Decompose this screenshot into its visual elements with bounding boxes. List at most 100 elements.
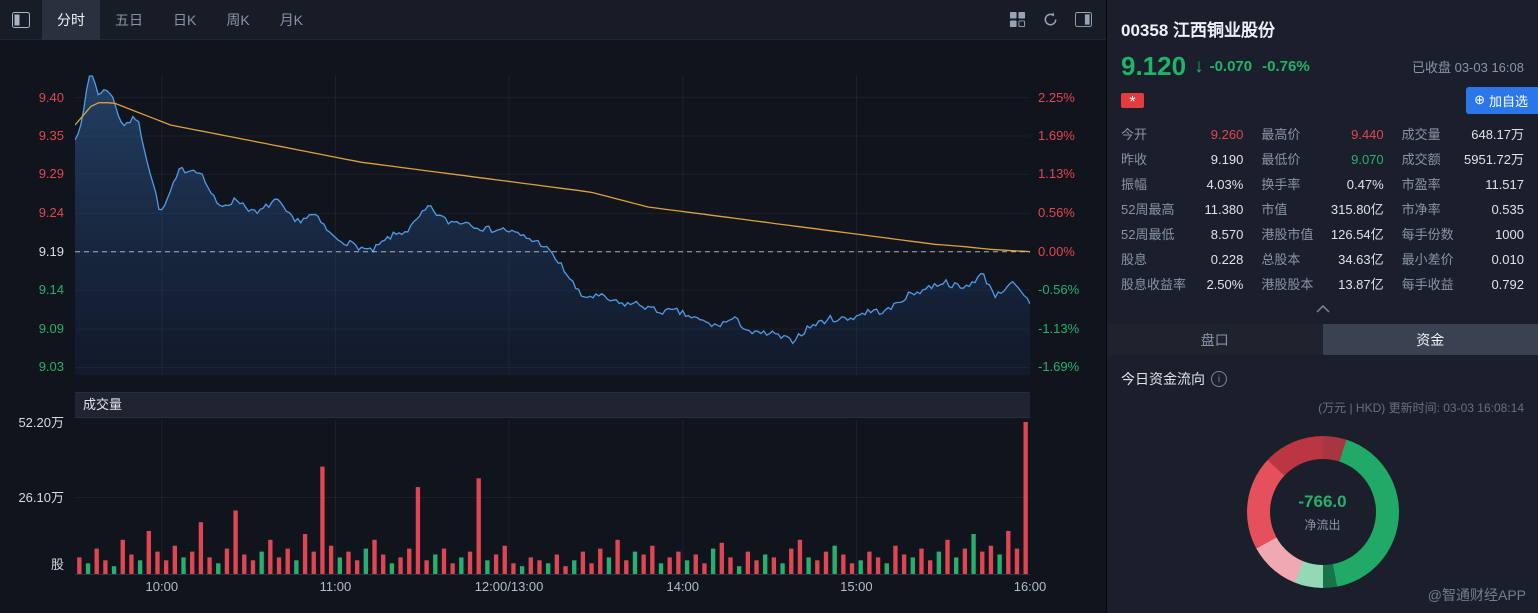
- stat-cell: 今开 9.260: [1121, 122, 1243, 147]
- tab-capital[interactable]: 资金: [1322, 324, 1538, 355]
- stat-label: 每手收益: [1401, 277, 1454, 292]
- quote-subtabs: 盘口 资金: [1107, 324, 1538, 355]
- volume-axis-label: 26.10万: [18, 489, 64, 505]
- stat-cell: 最高价 9.440: [1261, 122, 1383, 147]
- market-status: 已收盘 03-03 16:08: [1411, 60, 1524, 75]
- stat-value: 0.47%: [1346, 177, 1384, 192]
- time-axis-label: 10:00: [145, 579, 179, 594]
- chart-pane: 分时 五日 日K 周K 月K 成交量 9.40 2.25% 9.35 1.69% 9.29 1.1…: [0, 0, 1106, 594]
- stat-cell: 港股市值 126.54亿: [1261, 222, 1383, 247]
- stat-value: 11.380: [1204, 202, 1244, 217]
- stat-label: 今开: [1121, 127, 1148, 142]
- grid-layout-icon[interactable]: [1009, 11, 1026, 28]
- capital-flow-title: 今日资金流向: [1121, 371, 1205, 387]
- price-axis-label: 9.19: [38, 243, 64, 259]
- volume-strip-label: 成交量: [83, 397, 123, 412]
- stat-cell: 最低价 9.070: [1261, 147, 1383, 172]
- stat-value: 9.260: [1210, 127, 1244, 142]
- refresh-icon[interactable]: [1042, 11, 1059, 28]
- time-axis-label: 16:00: [1013, 579, 1047, 594]
- stat-value: 126.54亿: [1330, 227, 1384, 242]
- info-icon[interactable]: i: [1211, 371, 1227, 387]
- stat-value: 8.570: [1210, 227, 1244, 242]
- price-axis-label: 9.40: [38, 89, 64, 105]
- stat-label: 换手率: [1261, 177, 1301, 192]
- panel-toggle-icon[interactable]: [1075, 12, 1092, 27]
- sidebar-toggle-icon[interactable]: [12, 12, 30, 33]
- tab-daily-k[interactable]: 日K: [173, 12, 197, 28]
- stat-cell: 换手率 0.47%: [1261, 172, 1383, 197]
- tab-weekly-k[interactable]: 周K: [226, 12, 250, 28]
- stat-label: 振幅: [1121, 177, 1148, 192]
- stat-value: 9.190: [1210, 152, 1244, 167]
- price-axis-label: 9.24: [38, 205, 64, 221]
- volume-chart[interactable]: [75, 420, 1030, 575]
- price-change: -0.070: [1209, 58, 1253, 75]
- stat-cell: 每手收益 0.792: [1402, 272, 1524, 297]
- quote-pane: 00358 江西铜业股份 9.120 ↓ -0.070 -0.76% 已收盘 0…: [1106, 0, 1538, 613]
- stat-value: 11.517: [1485, 177, 1524, 192]
- stats-grid: 今开 9.260 最高价 9.440 成交量 648.17万昨收 9.190 最低价 9.070…: [1121, 122, 1524, 297]
- watermark: @智通财经APP: [1427, 587, 1526, 603]
- stat-value: 315.80亿: [1330, 202, 1384, 217]
- stat-cell: 市盈率 11.517: [1402, 172, 1524, 197]
- stat-label: 股息收益率: [1121, 277, 1187, 292]
- stat-label: 最低价: [1261, 152, 1301, 167]
- capital-flow-header: 今日资金流向 i: [1121, 369, 1524, 389]
- time-axis-label: 15:00: [840, 579, 873, 594]
- stat-label: 每手份数: [1401, 227, 1454, 242]
- stat-cell: 股息 0.228: [1121, 247, 1243, 272]
- donut-center: -766.0 净流出: [1269, 459, 1376, 565]
- stat-label: 最小差价: [1401, 252, 1454, 267]
- toolbar-right-icons: [1009, 11, 1092, 28]
- flag-row: * ⊕ 加自选: [1121, 86, 1538, 114]
- hk-flag-icon: *: [1121, 92, 1144, 108]
- stat-label: 最高价: [1261, 127, 1301, 142]
- stat-label: 港股股本: [1261, 277, 1314, 292]
- tab-monthly-k[interactable]: 月K: [279, 12, 304, 28]
- stat-value: 0.535: [1491, 202, 1524, 217]
- stat-label: 52周最低: [1121, 227, 1175, 242]
- percent-axis-label: -1.13%: [1038, 321, 1080, 337]
- stat-label: 市值: [1261, 202, 1288, 217]
- collapse-chevron[interactable]: [1121, 300, 1524, 318]
- price-row: 9.120 ↓ -0.070 -0.76% 已收盘 03-03 16:08: [1121, 53, 1524, 79]
- percent-axis-label: 0.00%: [1038, 243, 1075, 259]
- stat-cell: 市值 315.80亿: [1261, 197, 1383, 222]
- chart-toolbar: 分时 五日 日K 周K 月K: [0, 0, 1106, 40]
- percent-axis-label: 0.56%: [1038, 205, 1075, 221]
- stat-cell: 最小差价 0.010: [1402, 247, 1524, 272]
- stat-value: 5951.72万: [1464, 152, 1524, 167]
- stat-value: 2.50%: [1206, 277, 1244, 292]
- price-chart[interactable]: [75, 75, 1030, 375]
- tab-order-book[interactable]: 盘口: [1107, 324, 1323, 355]
- stat-label: 52周最高: [1121, 202, 1175, 217]
- stat-value: 0.792: [1491, 277, 1524, 292]
- period-tabs: 分时 五日 日K 周K 月K: [42, 0, 318, 40]
- stat-value: 4.03%: [1206, 177, 1244, 192]
- net-flow-value: -766.0: [1298, 491, 1347, 511]
- stat-cell: 总股本 34.63亿: [1261, 247, 1383, 272]
- percent-axis-label: 2.25%: [1038, 89, 1075, 105]
- net-flow-label: 净流出: [1304, 517, 1341, 532]
- stat-label: 股息: [1121, 252, 1148, 267]
- stat-value: 648.17万: [1471, 127, 1524, 142]
- stat-cell: 昨收 9.190: [1121, 147, 1243, 172]
- volume-strip: 成交量: [75, 392, 1030, 418]
- stat-value: 34.63亿: [1338, 252, 1384, 267]
- percent-axis-label: 1.13%: [1038, 166, 1075, 182]
- stat-value: 0.010: [1491, 252, 1524, 267]
- stat-label: 昨收: [1121, 152, 1148, 167]
- add-watchlist-button[interactable]: ⊕ 加自选: [1466, 86, 1538, 114]
- stat-cell: 市净率 0.535: [1402, 197, 1524, 222]
- time-axis-label: 11:00: [319, 579, 352, 594]
- stat-cell: 成交量 648.17万: [1402, 122, 1524, 147]
- tab-realtime[interactable]: 分时: [42, 0, 100, 40]
- tab-5day[interactable]: 五日: [115, 12, 143, 28]
- price-axis-label: 9.29: [38, 166, 64, 182]
- price-axis-label: 9.09: [38, 321, 64, 337]
- stat-value: 0.228: [1210, 252, 1244, 267]
- circle-plus-icon: ⊕: [1474, 92, 1485, 107]
- stat-value: 9.070: [1351, 152, 1384, 167]
- stat-cell: 港股股本 13.87亿: [1261, 272, 1383, 297]
